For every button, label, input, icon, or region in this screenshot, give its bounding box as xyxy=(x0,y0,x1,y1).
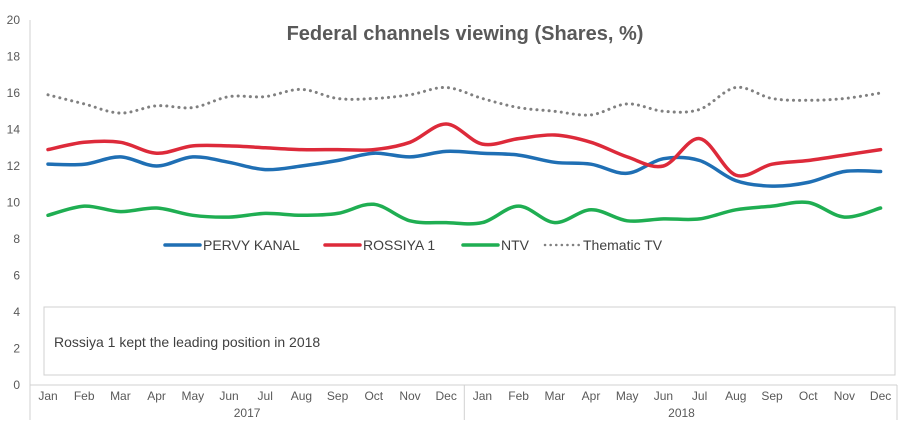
legend-item: NTV xyxy=(461,237,530,253)
legend-label: ROSSIYA 1 xyxy=(363,237,435,253)
x-tick-label: Feb xyxy=(74,389,95,403)
annotation-text: Rossiya 1 kept the leading position in 2… xyxy=(54,334,320,350)
x-tick-label: Aug xyxy=(291,389,312,403)
x-tick-label: Jul xyxy=(692,389,707,403)
x-tick-label: Oct xyxy=(799,389,818,403)
x-tick-label: Apr xyxy=(147,389,166,403)
x-tick-label: Oct xyxy=(364,389,383,403)
x-tick-label: Sep xyxy=(761,389,783,403)
y-tick-label: 18 xyxy=(7,50,21,64)
x-tick-label: Sep xyxy=(327,389,349,403)
y-tick-label: 14 xyxy=(7,123,21,137)
legend: PERVY KANAL ROSSIYA 1 NTV Thematic TV xyxy=(163,237,663,253)
legend-item: PERVY KANAL xyxy=(163,237,300,253)
series-line-ntv xyxy=(46,200,883,226)
x-tick-label: Jun xyxy=(219,389,238,403)
x-tick-label: Apr xyxy=(582,389,601,403)
y-tick-label: 16 xyxy=(7,86,21,100)
x-tick-label: May xyxy=(181,389,204,403)
x-axis: Jan Feb Mar Apr May Jun Jul Aug Sep Oct Nov Dec Jan F… xyxy=(30,384,898,420)
x-tick-label: Dec xyxy=(436,389,457,403)
x-tick-label: Nov xyxy=(834,389,855,403)
legend-label: PERVY KANAL xyxy=(203,237,300,253)
y-tick-label: 4 xyxy=(13,305,20,319)
x-tick-label: Dec xyxy=(870,389,891,403)
x-tick-label: Jun xyxy=(654,389,673,403)
x-tick-label: Nov xyxy=(399,389,420,403)
legend-item: ROSSIYA 1 xyxy=(323,237,435,253)
x-tick-label: Mar xyxy=(544,389,565,403)
x-tick-label: Jul xyxy=(258,389,273,403)
x-tick-label: May xyxy=(616,389,639,403)
series-line-pervy-kanal xyxy=(46,149,883,188)
x-group-label: 2018 xyxy=(668,406,695,420)
y-axis: 0 2 4 6 8 10 12 14 16 18 20 xyxy=(7,13,21,392)
series-line-thematic-tv xyxy=(46,85,883,117)
y-tick-label: 8 xyxy=(13,232,20,246)
x-tick-label: Aug xyxy=(725,389,746,403)
series-line-rossiya-1 xyxy=(46,122,883,178)
x-group-label: 2017 xyxy=(234,406,261,420)
chart-title: Federal channels viewing (Shares, %) xyxy=(287,23,644,45)
annotation-box: Rossiya 1 kept the leading position in 2… xyxy=(43,306,896,376)
series-layer xyxy=(46,85,883,226)
y-tick-label: 12 xyxy=(7,159,21,173)
legend-label: Thematic TV xyxy=(583,237,663,253)
x-tick-label: Jan xyxy=(473,389,492,403)
y-tick-label: 2 xyxy=(13,342,20,356)
legend-item: Thematic TV xyxy=(543,237,663,253)
y-tick-label: 0 xyxy=(13,378,20,392)
legend-label: NTV xyxy=(501,237,530,253)
x-tick-label: Mar xyxy=(110,389,131,403)
y-tick-label: 6 xyxy=(13,269,20,283)
y-tick-label: 20 xyxy=(7,13,21,27)
annotation-frame xyxy=(43,306,896,376)
x-tick-label: Jan xyxy=(38,389,57,403)
x-tick-label: Feb xyxy=(508,389,529,403)
y-tick-label: 10 xyxy=(7,196,21,210)
